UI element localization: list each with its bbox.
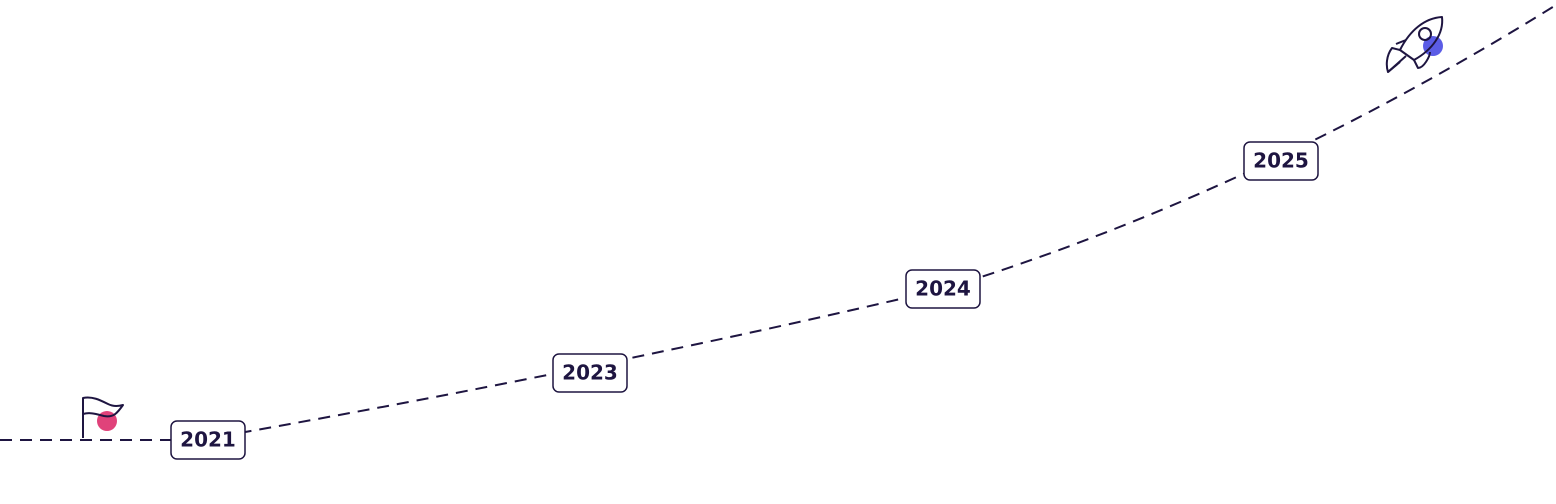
flag-icon [82,396,124,438]
milestone-box [905,269,981,309]
milestone-labels: 2021 2023 2024 2025 [170,141,1319,460]
milestone-box [1243,141,1319,181]
milestone-box [170,420,246,460]
milestone: 2024 [905,269,981,309]
milestone: 2025 [1243,141,1319,181]
timeline-path [0,4,1556,441]
milestone-box [552,353,628,393]
milestone-year: 2023 [562,361,618,385]
milestone-year: 2025 [1253,149,1309,173]
milestone-year: 2024 [915,277,971,301]
milestone-year: 2021 [180,428,236,452]
milestone: 2023 [552,353,628,393]
rocket-icon [1385,16,1444,73]
milestone: 2021 [170,420,246,460]
